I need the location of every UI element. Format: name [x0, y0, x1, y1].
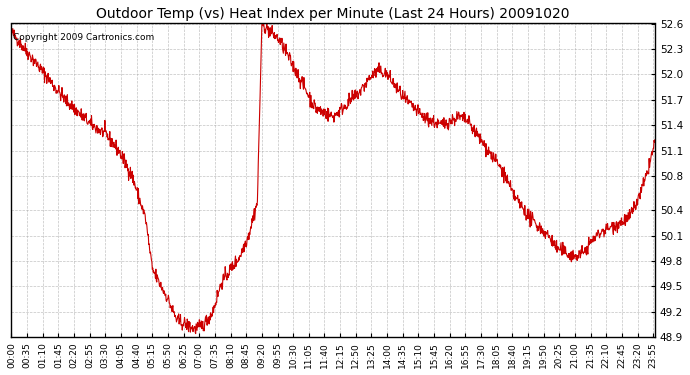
- Text: Copyright 2009 Cartronics.com: Copyright 2009 Cartronics.com: [12, 33, 154, 42]
- Title: Outdoor Temp (vs) Heat Index per Minute (Last 24 Hours) 20091020: Outdoor Temp (vs) Heat Index per Minute …: [97, 7, 570, 21]
